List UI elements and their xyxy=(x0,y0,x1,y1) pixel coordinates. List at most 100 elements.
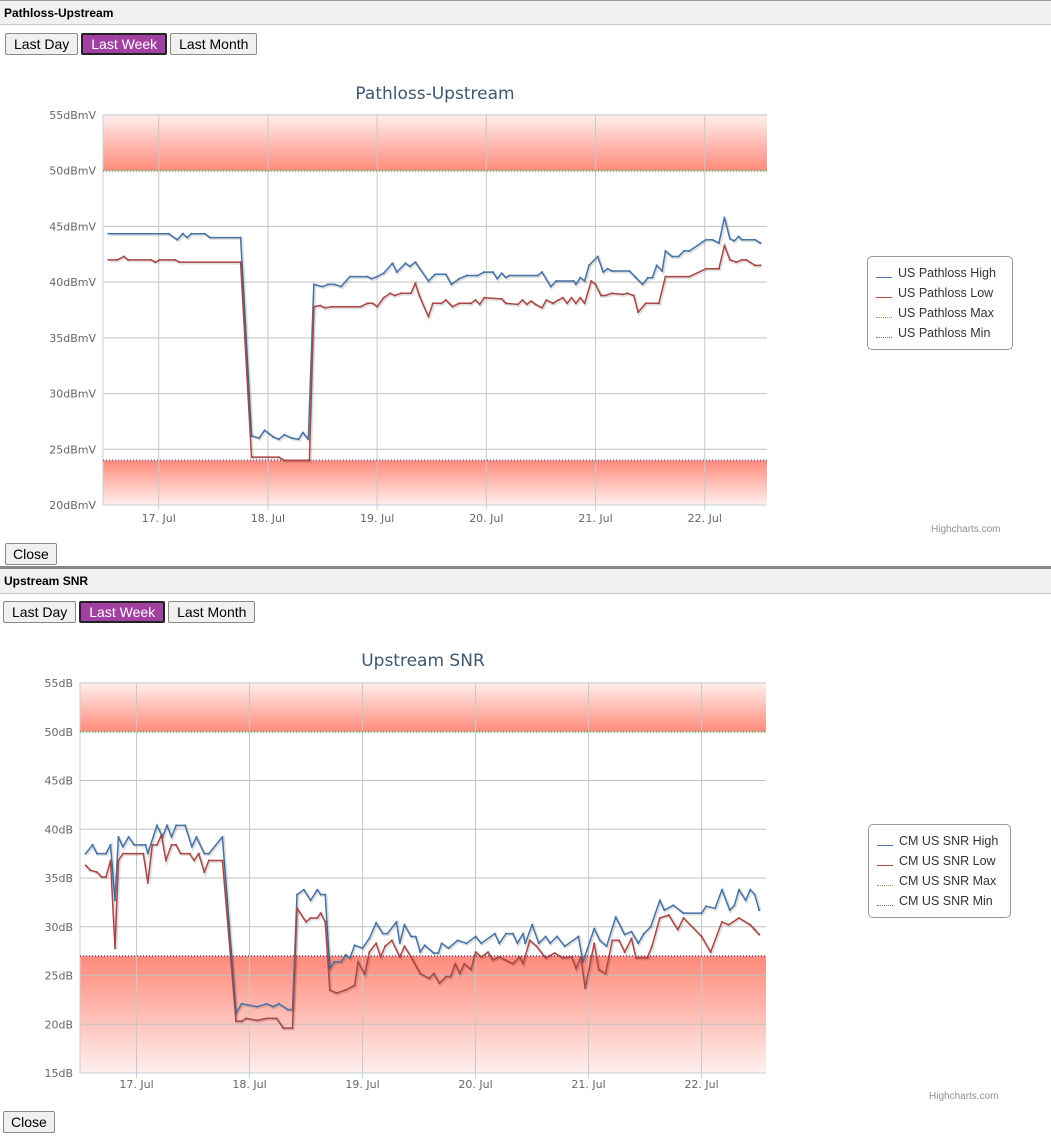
data-point xyxy=(541,271,544,274)
data-point xyxy=(122,255,125,258)
data-point xyxy=(614,916,617,918)
data-point xyxy=(114,947,117,950)
last-week-button[interactable]: Last Week xyxy=(79,601,166,623)
data-point xyxy=(371,302,374,305)
x-tick-label: 21. Jul xyxy=(571,1078,605,1091)
legend-item-low[interactable]: US Pathloss Low xyxy=(876,283,1004,303)
data-point xyxy=(368,937,371,940)
data-point xyxy=(458,277,461,280)
data-point xyxy=(282,1027,285,1030)
legend-item-high[interactable]: US Pathloss High xyxy=(876,263,1004,283)
close-button[interactable]: Close xyxy=(5,543,57,565)
low-series-line xyxy=(108,244,761,462)
data-point xyxy=(676,928,679,931)
line-swatch-icon xyxy=(877,864,893,866)
data-point xyxy=(277,456,280,459)
data-point xyxy=(195,836,198,839)
data-point xyxy=(711,238,714,241)
highcharts-credit[interactable]: Highcharts.com xyxy=(929,1091,999,1102)
data-point xyxy=(465,942,468,945)
y-tick-label: 35dB xyxy=(44,872,73,885)
series-shadow xyxy=(109,218,763,445)
pathloss-chart: Pathloss-Upstream 20dBmV 25dBmV 30dBmV 35dBm… xyxy=(49,84,767,525)
close-button[interactable]: Close xyxy=(3,1111,55,1133)
data-point xyxy=(348,275,351,278)
last-month-button[interactable]: Last Month xyxy=(168,601,256,623)
data-point xyxy=(245,1017,248,1020)
data-point xyxy=(683,249,685,252)
data-point xyxy=(511,932,514,935)
data-point xyxy=(155,824,158,827)
data-point xyxy=(363,973,366,976)
data-point xyxy=(549,285,552,288)
data-point xyxy=(449,975,452,978)
data-point xyxy=(709,951,712,954)
chart-legend: CM US SNR High CM US SNR Low CM US SNR M… xyxy=(868,824,1011,918)
data-point xyxy=(491,271,494,274)
data-point xyxy=(570,955,573,958)
data-point xyxy=(256,1005,259,1008)
data-point xyxy=(566,302,569,305)
data-point xyxy=(737,235,740,238)
data-point xyxy=(458,302,461,305)
highcharts-credit[interactable]: Highcharts.com xyxy=(931,524,1001,535)
last-month-button[interactable]: Last Month xyxy=(170,33,258,55)
data-point xyxy=(283,433,286,436)
last-day-button[interactable]: Last Day xyxy=(3,601,77,623)
data-point xyxy=(759,264,762,267)
data-point xyxy=(418,295,421,298)
legend-label: US Pathloss High xyxy=(898,266,996,280)
legend-item-min[interactable]: CM US SNR Min xyxy=(877,891,1002,911)
data-point xyxy=(295,907,298,910)
data-point xyxy=(170,843,173,846)
data-point xyxy=(524,942,527,945)
data-point xyxy=(389,292,392,295)
data-point xyxy=(104,852,107,855)
last-day-button[interactable]: Last Day xyxy=(5,33,79,55)
data-point xyxy=(596,255,599,258)
data-point xyxy=(504,302,507,305)
data-point xyxy=(753,893,756,896)
data-point xyxy=(181,232,184,235)
data-point xyxy=(375,921,378,924)
data-point xyxy=(641,283,644,286)
data-point xyxy=(480,955,483,958)
data-point xyxy=(331,305,334,308)
data-point xyxy=(323,306,326,309)
data-point xyxy=(175,843,178,846)
y-tick-label: 30dB xyxy=(44,921,73,934)
legend-label: CM US SNR Min xyxy=(899,894,993,908)
panel-header: Upstream SNR xyxy=(0,569,1051,594)
data-point xyxy=(623,933,626,936)
data-point xyxy=(637,942,640,945)
data-point xyxy=(384,945,387,948)
y-tick-label: 45dBmV xyxy=(49,220,96,233)
data-point xyxy=(723,244,726,247)
data-point xyxy=(432,972,435,975)
data-point xyxy=(651,276,654,279)
data-point xyxy=(646,276,649,279)
data-point xyxy=(207,859,210,862)
data-point xyxy=(186,236,189,239)
legend-item-low[interactable]: CM US SNR Low xyxy=(877,851,1002,871)
data-point xyxy=(551,302,554,305)
legend-item-min[interactable]: US Pathloss Min xyxy=(876,323,1004,343)
data-point xyxy=(312,305,315,308)
legend-item-max[interactable]: CM US SNR Max xyxy=(877,871,1002,891)
data-point xyxy=(535,945,538,948)
data-point xyxy=(344,989,347,992)
data-point xyxy=(579,955,582,958)
data-point xyxy=(164,859,167,862)
data-point xyxy=(626,292,629,295)
legend-item-high[interactable]: CM US SNR High xyxy=(877,831,1002,851)
data-point xyxy=(188,852,191,855)
last-week-button[interactable]: Last Week xyxy=(81,33,168,55)
x-tick-label: 21. Jul xyxy=(578,512,612,525)
legend-item-max[interactable]: US Pathloss Max xyxy=(876,303,1004,323)
data-point xyxy=(203,852,206,855)
data-point xyxy=(382,296,385,299)
data-point xyxy=(463,962,466,965)
data-point xyxy=(275,1017,278,1020)
y-tick-label: 25dB xyxy=(44,970,73,983)
data-point xyxy=(184,824,187,827)
